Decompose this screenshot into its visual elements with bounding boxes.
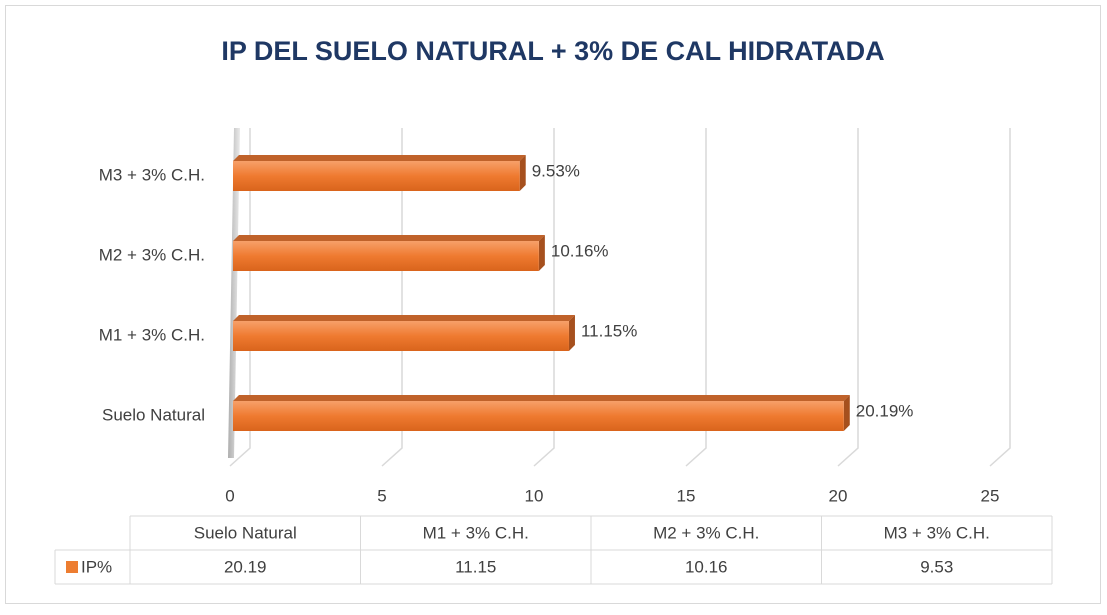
y-tick-label: M1 + 3% C.H. <box>99 325 205 344</box>
y-tick-label: M2 + 3% C.H. <box>99 245 205 264</box>
table-cell: 9.53 <box>920 557 953 576</box>
grid-line <box>229 128 251 467</box>
x-tick-label: 20 <box>829 486 848 505</box>
bar-side <box>538 235 545 271</box>
data-label: 20.19% <box>856 401 914 420</box>
y-tick-label: Suelo Natural <box>102 405 205 424</box>
table-header: Suelo Natural <box>194 523 297 542</box>
x-tick-label: 25 <box>981 486 1000 505</box>
bar-top <box>233 235 545 241</box>
bar-side <box>519 155 526 191</box>
table-header: M2 + 3% C.H. <box>653 523 759 542</box>
grid-line <box>381 128 403 467</box>
grid-line <box>533 128 555 467</box>
table-header: M1 + 3% C.H. <box>423 523 529 542</box>
grid-line <box>685 128 707 467</box>
table-header: M3 + 3% C.H. <box>884 523 990 542</box>
bar-top <box>233 315 575 321</box>
grid-line <box>989 128 1011 467</box>
chart-title: IP DEL SUELO NATURAL + 3% DE CAL HIDRATA… <box>221 36 884 66</box>
data-label: 10.16% <box>551 241 609 260</box>
grid-line <box>837 128 859 467</box>
bar-top <box>233 155 526 161</box>
x-tick-label: 10 <box>525 486 544 505</box>
x-tick-label: 5 <box>377 486 386 505</box>
bar <box>233 161 520 191</box>
bar <box>233 401 844 431</box>
table-cell: 10.16 <box>685 557 728 576</box>
data-label: 9.53% <box>532 161 580 180</box>
table-cell: 11.15 <box>455 557 496 576</box>
x-tick-label: 15 <box>677 486 696 505</box>
x-tick-label: 0 <box>225 486 234 505</box>
data-label: 11.15% <box>581 321 637 340</box>
y-tick-label: M3 + 3% C.H. <box>99 165 205 184</box>
bar-top <box>233 395 850 401</box>
bar-side <box>843 395 850 431</box>
bar <box>233 241 539 271</box>
table-cell: 20.19 <box>224 557 267 576</box>
legend-swatch <box>66 561 78 573</box>
chart-frame <box>5 5 1101 604</box>
bar-side <box>568 315 575 351</box>
wall <box>228 128 240 458</box>
bar <box>233 321 569 351</box>
legend-label: IP% <box>81 557 112 576</box>
